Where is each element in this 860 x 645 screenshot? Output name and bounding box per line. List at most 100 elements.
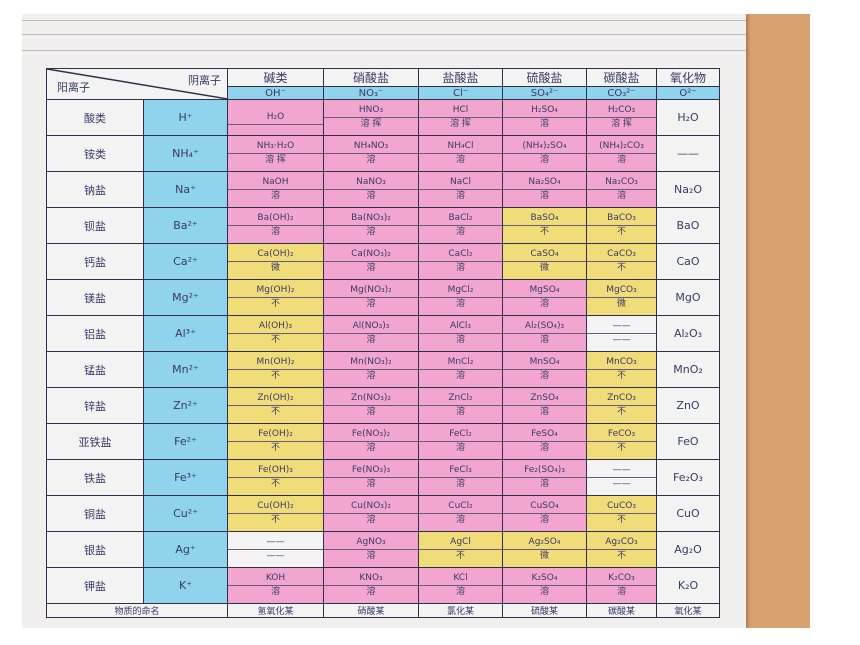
cation-symbol: Cu²⁺ [143,495,228,532]
solubility-mark: 溶 [455,587,465,597]
compound-cell: Ca(NO₃)₂ 溶 [323,243,419,280]
compound-formula: NaOH [228,176,323,190]
compound-cell: H₂CO₃ 溶 挥 [586,99,657,136]
compound-cell: BaCl₂ 溶 [418,207,503,244]
naming-rule: 硝酸某 [323,603,419,618]
compound-cell: K₂CO₃ 溶 [586,567,657,604]
compound-cell: NaOH 溶 [227,171,324,208]
solubility-mark: 不 [270,299,280,309]
compound-formula: MnCl₂ [419,356,502,370]
compound-formula: Fe(NO₃)₂ [324,428,418,442]
compound-cell: NH₃·H₂O 溶 挥 [227,135,324,172]
cation-symbol: Mn²⁺ [143,351,228,388]
cation-symbol: H⁺ [143,99,228,136]
compound-cell: CaSO₄ 微 [502,243,587,280]
solubility-mark: 溶 [539,407,549,417]
class-name: 银盐 [46,531,144,568]
compound-cell: BaSO₄ 不 [502,207,587,244]
table-row: 钾盐 K⁺ KOH 溶 KNO₃ 溶 KCl 溶 K₂SO₄ 溶 K₂CO₃ 溶 K₂O [46,567,720,604]
header-row: 阴离子 阳离子 碱类 硝酸盐 盐酸盐 硫酸盐 碳酸盐 氧化物 [46,68,720,100]
table-row: 酸类 H⁺ H₂O HNO₃ 溶 挥 HCl 溶 挥 H₂SO₄ 溶 H₂CO₃ 溶 挥 H₂O [46,99,720,136]
compound-formula: Al(OH)₃ [228,320,323,334]
solubility-mark: 溶 [539,479,549,489]
compound-formula: BaCO₃ [587,212,656,226]
solubility-mark: 不 [270,407,280,417]
compound-cell: MnCO₃ 不 [586,351,657,388]
naming-rule: 氯化某 [418,603,503,618]
compound-formula: Fe(OH)₂ [228,428,323,442]
corner-cell: 阴离子 阳离子 [46,68,228,100]
compound-formula: Mg(NO₃)₂ [324,284,418,298]
compound-formula: Ba(NO₃)₂ [324,212,418,226]
class-name: 锰盐 [46,351,144,388]
compound-cell: FeSO₄ 溶 [502,423,587,460]
solubility-mark: 溶 挥 [611,119,632,129]
compound-cell: H₂O [227,99,324,136]
solubility-table: 阴离子 阳离子 碱类 硝酸盐 盐酸盐 硫酸盐 碳酸盐 氧化物 OH⁻ NO₃⁻ Cl⁻ SO₄²⁻ CO… [46,68,720,618]
compound-formula: Al(NO₃)₃ [324,320,418,334]
compound-cell: ZnSO₄ 溶 [502,387,587,424]
compound-cell: Fe₂(SO₄)₃ 溶 [502,459,587,496]
anion-symbol: NO₃⁻ [323,86,419,100]
compound-formula: AgCl [419,536,502,550]
column-header: 碱类 [227,68,324,87]
compound-cell: BaCO₃ 不 [586,207,657,244]
table-row: 铵类 NH₄⁺ NH₃·H₂O 溶 挥 NH₄NO₃ 溶 NH₄Cl 溶 (NH₄)₂SO₄ 溶(… [46,135,720,172]
class-name: 钙盐 [46,243,144,280]
compound-cell: —— —— [227,531,324,568]
compound-cell: FeCO₃ 不 [586,423,657,460]
solubility-mark: 微 [539,263,549,273]
paper-sheet: 阴离子 阳离子 碱类 硝酸盐 盐酸盐 硫酸盐 碳酸盐 氧化物 OH⁻ NO₃⁻ Cl⁻ SO₄²⁻ CO… [22,14,746,628]
compound-formula: BaSO₄ [503,212,586,226]
solubility-mark: 溶 [539,335,549,345]
cation-symbol: Ca²⁺ [143,243,228,280]
compound-formula: CaCl₂ [419,248,502,262]
naming-rule: 氧化某 [656,603,720,618]
naming-rule: 碳酸某 [586,603,657,618]
class-name: 锌盐 [46,387,144,424]
cation-symbol: Al³⁺ [143,315,228,352]
class-name: 铵类 [46,135,144,172]
compound-cell: NH₄NO₃ 溶 [323,135,419,172]
compound-formula: Zn(NO₃)₂ [324,392,418,406]
compound-formula: Fe₂(SO₄)₃ [503,464,586,478]
solubility-mark: 溶 [366,443,376,453]
compound-formula: Mn(NO₃)₂ [324,356,418,370]
compound-cell: AgCl 不 [418,531,503,568]
cation-symbol: Mg²⁺ [143,279,228,316]
solubility-mark: 溶 [539,191,549,201]
compound-cell: Al(NO₃)₃ 溶 [323,315,419,352]
compound-cell: Fe(NO₃)₂ 溶 [323,423,419,460]
solubility-mark: 溶 挥 [265,155,286,165]
compound-cell: MgCO₃ 微 [586,279,657,316]
solubility-mark: 溶 挥 [450,119,471,129]
compound-formula: ZnCl₂ [419,392,502,406]
anion-symbol: O²⁻ [656,86,720,100]
oxide-cell: K₂O [656,567,720,604]
naming-rule: 氢氧化某 [227,603,324,618]
compound-formula: NaNO₃ [324,176,418,190]
table-row: 银盐 Ag⁺ —— —— AgNO₃ 溶 AgCl 不 Ag₂SO₄ 微 Ag₂CO₃ 不 Ag₂O [46,531,720,568]
compound-formula: MnSO₄ [503,356,586,370]
compound-cell: CuCl₂ 溶 [418,495,503,532]
solubility-mark: —— [612,479,631,489]
cation-symbol: Fe²⁺ [143,423,228,460]
solubility-mark: 溶 [539,299,549,309]
column-header: 碳酸盐 [586,68,657,87]
solubility-mark: —— [612,335,631,345]
compound-cell: ZnCO₃ 不 [586,387,657,424]
compound-cell: HNO₃ 溶 挥 [323,99,419,136]
table-row: 镁盐 Mg²⁺ Mg(OH)₂ 不 Mg(NO₃)₂ 溶 MgCl₂ 溶 MgSO₄ 溶 MgCO₃… [46,279,720,316]
class-name: 亚铁盐 [46,423,144,460]
compound-cell: AgNO₃ 溶 [323,531,419,568]
solubility-mark: 溶 [539,119,549,129]
compound-cell: (NH₄)₂CO₃ 溶 [586,135,657,172]
oxide-cell: Ag₂O [656,531,720,568]
solubility-mark: 溶 [455,263,465,273]
compound-formula: K₂SO₄ [503,572,586,586]
compound-formula: HNO₃ [324,104,418,118]
corner-diagonal [47,69,227,99]
compound-formula: HCl [419,104,502,118]
compound-cell: Ag₂SO₄ 微 [502,531,587,568]
oxide-cell: MnO₂ [656,351,720,388]
